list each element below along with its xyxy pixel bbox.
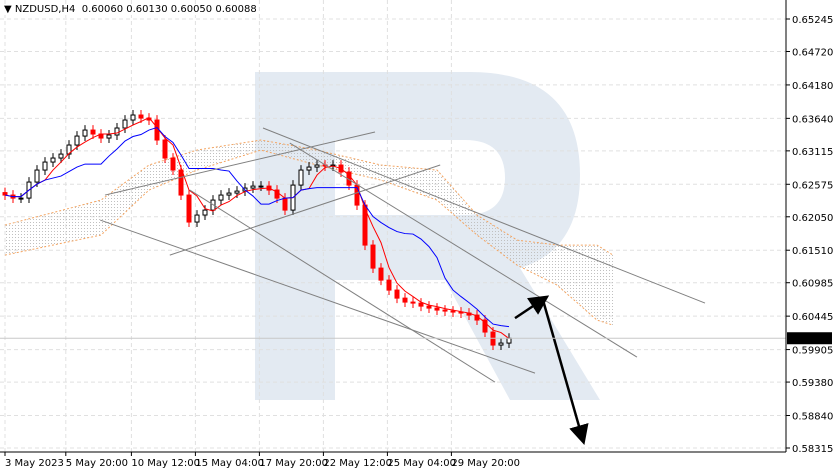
- trendline: [169, 164, 441, 256]
- open-value: 0.60060: [81, 4, 124, 15]
- y-tick-label: 0.59905: [792, 346, 833, 357]
- candle-bear: [2, 192, 8, 196]
- candle-bear: [482, 319, 488, 333]
- low-value: 0.60050: [170, 4, 213, 15]
- candle-bull: [498, 342, 504, 346]
- trendline: [104, 131, 376, 196]
- trendline: [262, 127, 706, 304]
- candle-bear: [442, 309, 448, 312]
- candle-bear: [378, 267, 384, 281]
- candle-bull: [50, 157, 56, 163]
- candle-bull: [18, 197, 24, 200]
- candle-bear: [178, 169, 184, 196]
- candle-bear: [282, 197, 288, 211]
- y-tick-label: 0.61510: [792, 246, 833, 257]
- candle-bear: [90, 129, 96, 135]
- trendline: [100, 219, 536, 374]
- candle-bull: [82, 129, 88, 137]
- candle-bull: [234, 190, 240, 194]
- forecast-arrow: [514, 295, 550, 320]
- x-tick-label: 29 May 20:00: [451, 458, 520, 469]
- y-tick-label: 0.58315: [792, 444, 833, 455]
- x-tick-label: 15 May 04:00: [195, 458, 264, 469]
- candle-bull: [298, 169, 304, 186]
- y-tick-label: 0.65245: [792, 15, 833, 26]
- close-value: 0.60088: [215, 4, 257, 15]
- y-tick-label: 0.64720: [792, 48, 833, 59]
- y-tick-label: 0.62575: [792, 180, 833, 191]
- candle-bear: [450, 310, 456, 313]
- trendline: [289, 142, 638, 358]
- tenkan-sen-line: [4, 116, 510, 339]
- x-tick-label: 5 May 20:00: [66, 458, 128, 469]
- y-tick-label: 0.62050: [792, 213, 833, 224]
- y-tick-label: 0.64180: [792, 81, 833, 92]
- time-axis-bg: [0, 452, 833, 472]
- last-price-badge: [787, 332, 832, 345]
- candle-bull: [74, 135, 80, 146]
- forecast-arrow: [541, 299, 589, 446]
- candle-bull: [226, 192, 232, 196]
- candle-bear: [186, 194, 192, 223]
- candle-bull: [250, 185, 256, 189]
- y-tick-label: 0.58840: [792, 412, 833, 423]
- trendline: [189, 189, 496, 383]
- chart-header: ▼ NZDUSD,H4 0.60060 0.60130 0.60050 0.60…: [4, 4, 257, 15]
- x-tick-label: 17 May 20:00: [259, 458, 328, 469]
- candle-bull: [34, 169, 40, 183]
- last-price-label: 0.60088: [790, 334, 831, 345]
- candle-bear: [170, 157, 176, 171]
- candle-bull: [58, 153, 64, 159]
- x-tick-label: 3 May 2023: [5, 458, 64, 469]
- candle-bull: [506, 337, 512, 344]
- watermark-logo: [255, 72, 600, 400]
- candle-bear: [410, 301, 416, 304]
- y-tick-label: 0.60445: [792, 312, 833, 323]
- x-tick-label: 22 May 12:00: [323, 458, 392, 469]
- candle-bear: [394, 289, 400, 299]
- candle-bull: [218, 194, 224, 201]
- candle-bear: [418, 302, 424, 307]
- candle-bull: [258, 185, 264, 188]
- senkou-span-b: [4, 149, 614, 326]
- kijun-sen-line: [4, 126, 510, 328]
- candle-bull: [122, 119, 128, 129]
- x-tick-label: 25 May 04:00: [387, 458, 456, 469]
- candle-bear: [138, 114, 144, 119]
- candle-bull: [202, 209, 208, 216]
- x-tick-label: 10 May 12:00: [131, 458, 200, 469]
- candle-bull: [42, 161, 48, 171]
- candle-bear: [162, 139, 168, 159]
- y-tick-label: 0.63115: [792, 147, 833, 158]
- candle-bear: [402, 297, 408, 303]
- candle-bull: [106, 134, 112, 139]
- senkou-span-a: [4, 139, 614, 256]
- candle-bear: [370, 244, 376, 269]
- y-tick-label: 0.59380: [792, 378, 833, 389]
- candle-bull: [114, 127, 120, 136]
- candle-bull: [130, 114, 136, 121]
- high-value: 0.60130: [126, 4, 168, 15]
- y-tick-label: 0.60985: [792, 279, 833, 290]
- candle-bull: [194, 214, 200, 223]
- y-tick-label: 0.63640: [792, 114, 833, 125]
- price-axis-bg: [786, 0, 833, 472]
- symbol-label: NZDUSD,H4: [14, 4, 76, 15]
- candle-bear: [386, 279, 392, 291]
- triangle-down-icon[interactable]: ▼: [4, 4, 15, 15]
- candle-bear: [434, 307, 440, 311]
- candle-bull: [314, 164, 320, 168]
- candle-bull: [306, 166, 312, 171]
- candle-bear: [426, 305, 432, 309]
